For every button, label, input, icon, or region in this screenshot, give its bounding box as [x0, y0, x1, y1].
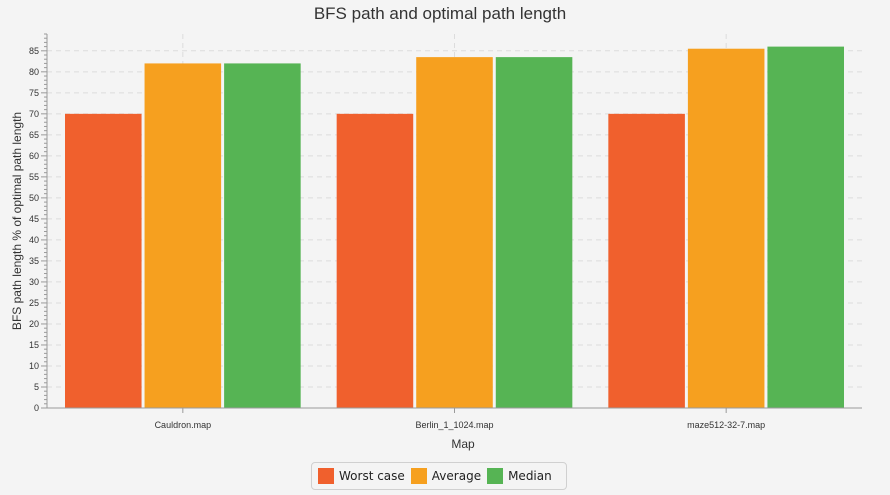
- legend-label-worst-case: Worst case: [339, 469, 405, 483]
- legend-swatch-average: [410, 468, 427, 484]
- bar-worst-case-2: [336, 113, 414, 408]
- y-tick-label: 65: [29, 130, 39, 140]
- legend-item-average: Average: [410, 468, 482, 484]
- x-axis-title: Map: [451, 437, 475, 451]
- y-tick-label: 20: [29, 319, 39, 329]
- y-tick-label: 25: [29, 298, 39, 308]
- bar-worst-case-3: [608, 113, 685, 408]
- legend-label-median: Median: [508, 469, 552, 483]
- y-tick-label: 15: [29, 340, 39, 350]
- y-tick-label: 0: [34, 403, 39, 413]
- bar-median-3: [767, 46, 844, 408]
- y-tick-label: 40: [29, 235, 39, 245]
- y-tick-label: 5: [34, 382, 39, 392]
- bar-average-3: [687, 48, 765, 409]
- chart-legend: Worst case Average Median: [311, 462, 567, 490]
- y-tick-label: 10: [29, 361, 39, 371]
- y-tick-label: 35: [29, 256, 39, 266]
- y-tick-label: 45: [29, 214, 39, 224]
- y-tick-label: 55: [29, 172, 39, 182]
- y-tick-label: 70: [29, 109, 39, 119]
- legend-label-average: Average: [431, 469, 482, 483]
- legend-item-worst-case: Worst case: [318, 468, 405, 484]
- y-tick-label: 75: [29, 88, 39, 98]
- y-axis-title: BFS path length % of optimal path length: [10, 112, 24, 330]
- bar-average-1: [144, 63, 222, 408]
- bar-median-2: [495, 57, 573, 408]
- bar-worst-case-1: [65, 113, 142, 408]
- chart-title: BFS path and optimal path length: [314, 4, 566, 23]
- x-tick-label: Cauldron.map: [155, 420, 212, 430]
- bar-median-1: [224, 63, 301, 408]
- y-tick-label: 80: [29, 67, 39, 77]
- legend-swatch-median: [487, 468, 504, 484]
- bar-average-2: [416, 57, 493, 408]
- legend-swatch-worst-case: [318, 468, 334, 484]
- y-tick-label: 30: [29, 277, 39, 287]
- y-tick-label: 50: [29, 193, 39, 203]
- y-tick-label: 85: [29, 46, 39, 56]
- x-tick-label: maze512-32-7.map: [687, 420, 765, 430]
- y-tick-label: 60: [29, 151, 39, 161]
- x-tick-label: Berlin_1_1024.map: [415, 420, 493, 430]
- legend-item-median: Median: [487, 468, 552, 484]
